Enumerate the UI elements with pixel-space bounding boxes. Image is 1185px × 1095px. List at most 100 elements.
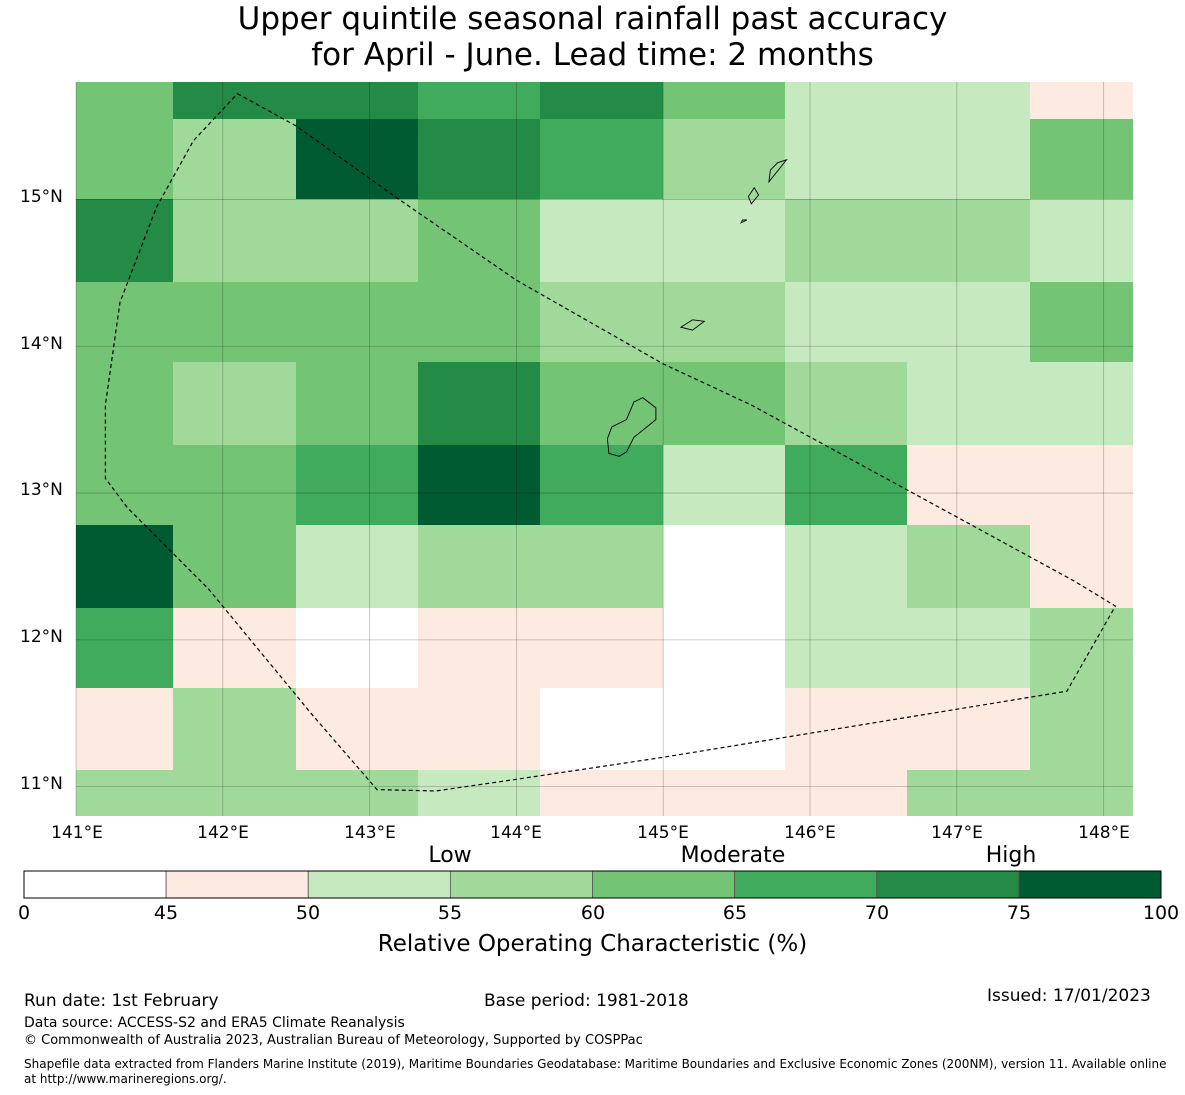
grid-cell — [785, 362, 907, 445]
island-rota-outline — [679, 319, 706, 331]
grid-cell — [76, 282, 173, 362]
lat-tick-label: 14°N — [20, 334, 63, 354]
grid-cell — [663, 199, 785, 282]
lon-tick-label: 141°E — [51, 823, 103, 843]
chart-title-line2: for April - June. Lead time: 2 months — [311, 37, 874, 73]
grid-cell — [785, 525, 907, 608]
grid-cell — [173, 688, 296, 770]
lon-tick-label: 146°E — [784, 823, 836, 843]
colorbar-tick-label: 75 — [1006, 902, 1032, 924]
colorbar-segment — [23, 870, 167, 899]
category-label-high: High — [985, 843, 1037, 868]
grid-cell — [907, 525, 1030, 608]
grid-cell — [76, 688, 173, 770]
grid-cell — [663, 688, 785, 770]
grid-cell — [173, 445, 296, 525]
island-guam-outline — [606, 397, 657, 457]
grid-cell — [418, 445, 540, 525]
grid-cell — [663, 445, 785, 525]
grid-cell — [296, 82, 418, 119]
lat-tick-label: 13°N — [20, 480, 63, 500]
colorbar — [23, 870, 1162, 899]
grid-cell — [540, 688, 663, 770]
grid-cell — [296, 282, 418, 362]
colorbar-tick-label: 50 — [295, 902, 321, 924]
grid-cell — [76, 525, 173, 608]
grid-cell — [663, 362, 785, 445]
grid-cell — [76, 445, 173, 525]
grid-cell — [540, 770, 663, 816]
colorbar-segment — [734, 870, 878, 899]
chart-title-line1: Upper quintile seasonal rainfall past ac… — [237, 1, 948, 37]
grid-cell — [173, 608, 296, 688]
grid-cell — [418, 770, 540, 816]
grid-cell — [663, 608, 785, 688]
grid-cell — [296, 770, 418, 816]
grid-cell — [418, 688, 540, 770]
lon-tick-label: 142°E — [197, 823, 249, 843]
colorbar-tick-label: 100 — [1142, 902, 1180, 924]
grid-cell — [418, 82, 540, 119]
grid-cell — [1030, 688, 1133, 770]
grid-cells — [76, 82, 1133, 816]
colorbar-segment — [592, 870, 736, 899]
gridlines — [75, 82, 1133, 816]
grid-cell — [540, 119, 663, 199]
colorbar-tick-label: 45 — [153, 902, 179, 924]
grid-cell — [76, 608, 173, 688]
grid-cell — [1030, 608, 1133, 688]
colorbar-segment — [1018, 870, 1162, 899]
grid-cell — [296, 525, 418, 608]
grid-cell — [296, 119, 418, 199]
grid-cell — [785, 282, 907, 362]
grid-cell — [173, 525, 296, 608]
grid-cell — [173, 282, 296, 362]
grid-cell — [907, 82, 1030, 119]
colorbar-segment — [165, 870, 309, 899]
grid-cell — [785, 199, 907, 282]
grid-cell — [1030, 199, 1133, 282]
grid-cell — [76, 82, 173, 119]
grid-cell — [540, 199, 663, 282]
grid-cell — [76, 199, 173, 282]
grid-cell — [907, 199, 1030, 282]
grid-cell — [1030, 282, 1133, 362]
run-date-text: Run date: 1st February — [24, 991, 219, 1011]
grid-cell — [663, 119, 785, 199]
grid-cell — [173, 362, 296, 445]
lon-tick-label: 148°E — [1078, 823, 1130, 843]
grid-cell — [418, 282, 540, 362]
grid-cell — [296, 688, 418, 770]
copyright-text: © Commonwealth of Australia 2023, Austra… — [24, 1033, 643, 1048]
grid-cell — [173, 199, 296, 282]
colorbar-segment — [876, 870, 1020, 899]
data-source-text: Data source: ACCESS-S2 and ERA5 Climate … — [24, 1015, 405, 1031]
grid-cell — [540, 282, 663, 362]
island-saipan-outline — [768, 158, 788, 184]
colorbar-tick-label: 70 — [864, 902, 890, 924]
islands — [606, 158, 788, 457]
eez-boundary-line — [104, 93, 1117, 792]
grid-cell — [663, 770, 785, 816]
grid-cell — [907, 688, 1030, 770]
grid-cell — [785, 770, 907, 816]
colorbar-segment — [307, 870, 451, 899]
colorbar-tick-label: 55 — [437, 902, 463, 924]
grid-cell — [296, 199, 418, 282]
grid-cell — [785, 688, 907, 770]
colorbar-frame — [23, 870, 1162, 899]
lon-tick-label: 147°E — [931, 823, 983, 843]
grid-cell — [296, 362, 418, 445]
grid-cell — [76, 362, 173, 445]
colorbar-segment — [449, 870, 593, 899]
grid-cell — [418, 525, 540, 608]
grid-cell — [785, 445, 907, 525]
grid-cell — [1030, 119, 1133, 199]
island-tinian-outline — [747, 186, 760, 205]
category-label-moderate: Moderate — [680, 843, 786, 868]
grid-cell — [907, 119, 1030, 199]
grid-cell — [663, 525, 785, 608]
grid-cell — [907, 770, 1030, 816]
grid-cell — [418, 119, 540, 199]
